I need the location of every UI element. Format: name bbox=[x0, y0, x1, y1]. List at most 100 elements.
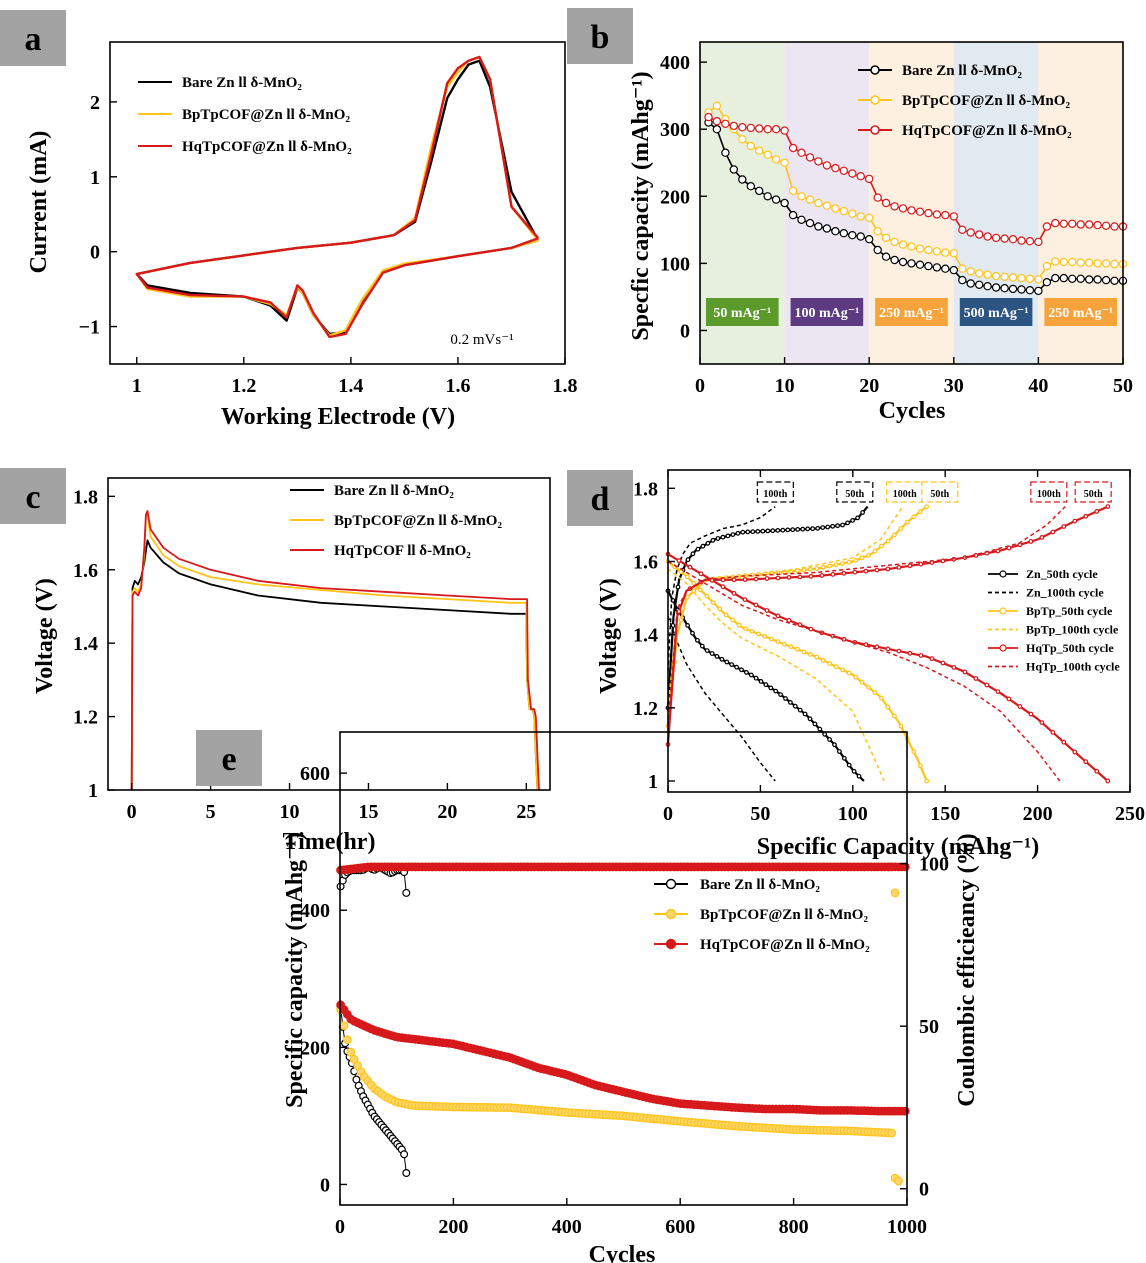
gcd-marker bbox=[775, 613, 781, 619]
rate-point bbox=[1051, 273, 1060, 283]
rate-point bbox=[865, 174, 874, 184]
cycle-tag: 100th bbox=[1037, 489, 1061, 500]
gcd-marker bbox=[800, 526, 806, 532]
rate-point bbox=[704, 112, 713, 122]
gcd-discharge-3 bbox=[667, 568, 885, 782]
gcd-marker bbox=[924, 504, 930, 510]
legend-label: Zn_50th cycle bbox=[1026, 567, 1098, 581]
x-axis-label: Cycles bbox=[589, 1242, 656, 1263]
gcd-marker bbox=[1083, 513, 1089, 519]
gcd-marker bbox=[801, 567, 807, 573]
legend-marker bbox=[870, 95, 880, 105]
rate-point bbox=[822, 201, 832, 210]
x-tick-label: 200 bbox=[438, 1216, 468, 1238]
rate-point bbox=[949, 249, 959, 258]
rate-point bbox=[932, 210, 942, 219]
rate-point bbox=[873, 193, 882, 202]
rate-point bbox=[763, 192, 772, 201]
legend-marker bbox=[665, 908, 677, 920]
rate-point bbox=[814, 157, 823, 166]
gcd-marker bbox=[753, 576, 759, 582]
gcd-marker bbox=[962, 669, 968, 675]
rate-point bbox=[1034, 237, 1043, 247]
gcd-marker bbox=[879, 695, 884, 701]
gcd-marker bbox=[705, 540, 711, 546]
x-tick-label: 200 bbox=[1023, 803, 1053, 825]
gcd-marker bbox=[866, 552, 871, 558]
rate-point bbox=[797, 192, 806, 201]
rate-point bbox=[983, 282, 992, 291]
gcd-marker bbox=[740, 529, 746, 535]
gcd-marker bbox=[840, 667, 845, 673]
rate-point bbox=[797, 148, 806, 157]
rate-point bbox=[1017, 273, 1026, 283]
gcd-marker bbox=[775, 575, 781, 581]
gcd-marker bbox=[723, 612, 729, 618]
rate-point bbox=[1008, 273, 1018, 282]
gcd-marker bbox=[995, 689, 1001, 694]
cycle-tag-box bbox=[836, 481, 874, 503]
gcd-charge-1 bbox=[667, 505, 776, 672]
gcd-marker bbox=[710, 537, 716, 543]
gcd-marker bbox=[885, 566, 891, 572]
legend-label: HqTpCOF@Zn ll δ-MnO₂ bbox=[902, 123, 1072, 139]
gcd-marker bbox=[735, 530, 741, 536]
rate-point bbox=[966, 228, 975, 237]
gcd-marker bbox=[780, 527, 786, 533]
gcd-marker bbox=[1028, 539, 1034, 544]
y-tick-label: −1 bbox=[79, 317, 100, 339]
gcd-marker bbox=[853, 674, 858, 680]
scan-rate-annotation: 0.2 mVs⁻¹ bbox=[450, 332, 513, 348]
legend-marker bbox=[870, 125, 880, 135]
gcd-marker bbox=[860, 510, 865, 515]
gcd-marker bbox=[742, 577, 748, 582]
rate-point bbox=[991, 283, 1001, 292]
legend-label: Zn_100th cycle bbox=[1026, 586, 1104, 600]
gcd-marker bbox=[709, 577, 715, 583]
y-axis-label: Current (mA) bbox=[26, 131, 52, 274]
gcd-charge-3 bbox=[667, 506, 904, 708]
cv-curve-2 bbox=[135, 55, 540, 339]
gcd-marker bbox=[807, 566, 813, 572]
rate-point bbox=[1110, 259, 1119, 269]
rate-point bbox=[822, 161, 832, 170]
rate-point bbox=[771, 124, 781, 134]
rate-point bbox=[1008, 234, 1018, 244]
rate-point bbox=[924, 208, 933, 218]
rate-point bbox=[1051, 218, 1060, 228]
rate-point bbox=[839, 166, 849, 175]
rate-point bbox=[755, 186, 764, 196]
gcd-marker bbox=[762, 634, 768, 639]
gcd-marker bbox=[929, 656, 935, 662]
rate-point bbox=[1017, 285, 1026, 294]
rate-point bbox=[788, 143, 798, 153]
rate-point bbox=[949, 265, 959, 275]
rate-point bbox=[805, 153, 815, 162]
gcd-marker bbox=[840, 522, 845, 528]
gcd-marker bbox=[775, 528, 781, 533]
gcd-marker bbox=[750, 529, 756, 535]
x-axis-label: Time(hr) bbox=[283, 829, 376, 855]
y-tick-label-right: 100 bbox=[919, 854, 949, 876]
gcd-marker bbox=[764, 608, 770, 613]
gcd-marker bbox=[745, 529, 751, 535]
gcd-marker bbox=[763, 682, 769, 688]
panel-label-box bbox=[0, 10, 66, 66]
plot-frame bbox=[699, 41, 1124, 365]
gcd-marker bbox=[755, 529, 761, 534]
rate-point bbox=[1017, 236, 1026, 245]
gcd-marker bbox=[690, 630, 695, 636]
gcd-marker bbox=[685, 574, 690, 580]
rate-point bbox=[755, 124, 764, 133]
gcd-marker bbox=[845, 520, 850, 526]
rate-point bbox=[712, 101, 722, 110]
rate-point bbox=[983, 232, 992, 241]
gcd-marker bbox=[753, 675, 759, 681]
gcd-marker bbox=[1083, 759, 1089, 765]
x-tick-label: 0 bbox=[663, 803, 673, 825]
plot-frame bbox=[339, 731, 908, 1206]
gcd-marker bbox=[851, 768, 857, 774]
cycle-tag-box bbox=[1074, 481, 1112, 503]
panel-label: a bbox=[25, 21, 42, 58]
x-tick-label: 15 bbox=[358, 801, 378, 823]
